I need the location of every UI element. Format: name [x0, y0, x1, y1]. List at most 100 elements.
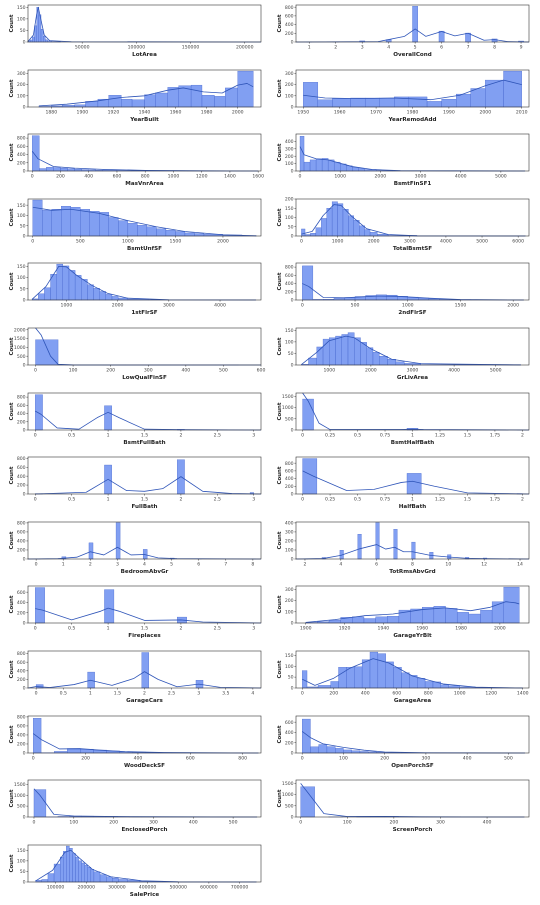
- x-tick-label: 100: [343, 820, 352, 826]
- x-tick-label: 2: [179, 626, 182, 632]
- chart-1stflrsf: 1000 2000 3000 4000 0 50 100 150 1stFlrSF Count: [9, 263, 262, 316]
- x-tick-label: 400: [189, 820, 198, 826]
- chart-bsmthalfbath: 0 0.25 0.5 0.75 1 1.25 1.5 1.75 2 0 500 1000 1500 Bsm…: [277, 392, 530, 446]
- y-tick-label: 0: [291, 492, 294, 498]
- y-tick-label: 800: [17, 136, 26, 142]
- kde-curve: [31, 266, 256, 301]
- histogram-bar: [111, 296, 119, 301]
- histogram-bar: [60, 168, 68, 172]
- x-tick-label: 1940: [139, 109, 151, 115]
- x-axis-label: GrLivArea: [397, 375, 428, 381]
- y-tick-label: 800: [17, 714, 26, 720]
- histogram-bar: [32, 135, 40, 172]
- histogram-bar: [303, 81, 319, 107]
- axes-frame: [295, 263, 530, 301]
- histogram-bar: [99, 874, 107, 882]
- x-tick-label: 2: [89, 561, 92, 567]
- histogram-bar: [441, 98, 457, 107]
- kde-curve: [300, 783, 525, 818]
- histogram-bar: [121, 98, 133, 107]
- y-axis-label: Count: [9, 337, 15, 355]
- histogram-bar: [342, 208, 349, 236]
- x-tick-label: 8: [493, 44, 496, 50]
- x-tick-label: 4000: [455, 174, 467, 180]
- y-tick-label: 800: [285, 461, 294, 467]
- x-tick-label: 400000: [139, 884, 157, 890]
- y-tick-label: 0: [291, 104, 294, 110]
- plot-area: [302, 651, 523, 689]
- histogram-bar: [67, 168, 75, 172]
- chart-overallcond: 1 2 3 4 5 6 7 8 9 0 200 400 600 800 OverallCond Count: [277, 4, 530, 58]
- x-tick-label: 500: [219, 367, 228, 373]
- y-tick-label: 0: [291, 233, 294, 239]
- x-tick-label: 5: [414, 44, 417, 50]
- plot-area: [303, 70, 522, 107]
- y-tick-label: 800: [17, 394, 26, 400]
- x-tick-label: 2: [303, 561, 306, 567]
- plot-area: [38, 70, 254, 107]
- histogram-bar: [184, 232, 195, 236]
- axes-frame: [27, 198, 262, 237]
- y-axis-label: Count: [277, 79, 283, 97]
- x-tick-label: 0.75: [380, 497, 390, 503]
- x-tick-label: 2000: [494, 626, 506, 632]
- y-tick-label: 200: [17, 741, 26, 747]
- histogram-bar: [237, 70, 254, 107]
- x-axis-label: 1stFlrSF: [131, 310, 157, 316]
- histogram-bar: [417, 678, 426, 689]
- x-tick-label: 1.5: [464, 497, 471, 503]
- x-tick-label: 0: [299, 820, 302, 826]
- histogram-bar: [80, 208, 90, 236]
- histogram-bar: [46, 167, 54, 172]
- x-tick-label: 2010: [516, 109, 528, 115]
- chart-2ndflrsf: 0 500 1000 1500 2000 0 200 400 600 800 2ndFlrSF Cou…: [277, 263, 530, 316]
- histogram-bar: [165, 229, 176, 236]
- chart-lowqualfinsf: 0 100 200 300 400 500 600 0 500 1000 1500 2000 LowQu…: [9, 327, 266, 381]
- histogram-bar: [366, 347, 374, 366]
- x-tick-label: 1920: [339, 626, 351, 632]
- y-tick-label: 400: [285, 730, 294, 736]
- y-tick-label: 500: [17, 354, 26, 360]
- y-tick-label: 800: [17, 520, 26, 526]
- x-tick-label: 1: [411, 432, 414, 438]
- x-tick-label: 8: [251, 561, 254, 567]
- histogram-bar: [141, 652, 150, 689]
- x-tick-label: 100: [339, 755, 348, 761]
- x-tick-label: 2000: [365, 367, 377, 373]
- histogram-bar: [331, 201, 338, 236]
- histogram-bar: [375, 522, 380, 559]
- histogram-bar: [317, 99, 333, 107]
- x-tick-label: 1500: [170, 238, 182, 244]
- x-tick-label: 1.5: [114, 690, 121, 696]
- x-tick-label: 1000: [332, 238, 344, 244]
- x-tick-label: 500: [504, 755, 513, 761]
- x-tick-label: 1.5: [141, 432, 148, 438]
- x-tick-label: 1960: [416, 626, 428, 632]
- x-tick-label: 1940: [378, 626, 390, 632]
- histogram-bar: [329, 337, 336, 366]
- x-tick-label: 300: [436, 820, 445, 826]
- chart-bedroomabvgr: 0 1 2 3 4 5 6 7 8 0 200 400 600 800 BedroomAbvGr Count: [9, 520, 262, 575]
- histogram-bar: [317, 685, 331, 689]
- plot-area: [35, 587, 262, 624]
- histogram-bar: [89, 210, 100, 236]
- x-tick-label: 1600: [252, 174, 264, 180]
- histogram-bar: [438, 30, 445, 43]
- axes-frame: [295, 650, 530, 689]
- x-tick-label: 0: [301, 690, 304, 696]
- histogram-bar: [301, 228, 306, 236]
- x-tick-label: 0: [35, 690, 38, 696]
- x-tick-label: 400: [134, 755, 143, 761]
- axes-frame: [295, 392, 530, 430]
- x-axis-label: FullBath: [131, 504, 157, 510]
- histogram-bar: [194, 233, 205, 236]
- histogram-bar: [369, 651, 379, 689]
- histogram-bar: [302, 266, 314, 301]
- axes-frame: [27, 392, 262, 430]
- histogram-bar: [117, 298, 129, 301]
- x-tick-label: 7: [467, 44, 470, 50]
- histogram-bar: [321, 218, 327, 236]
- y-tick-label: 400: [285, 520, 294, 526]
- histogram-bar: [137, 224, 148, 236]
- x-tick-label: 600: [257, 367, 266, 373]
